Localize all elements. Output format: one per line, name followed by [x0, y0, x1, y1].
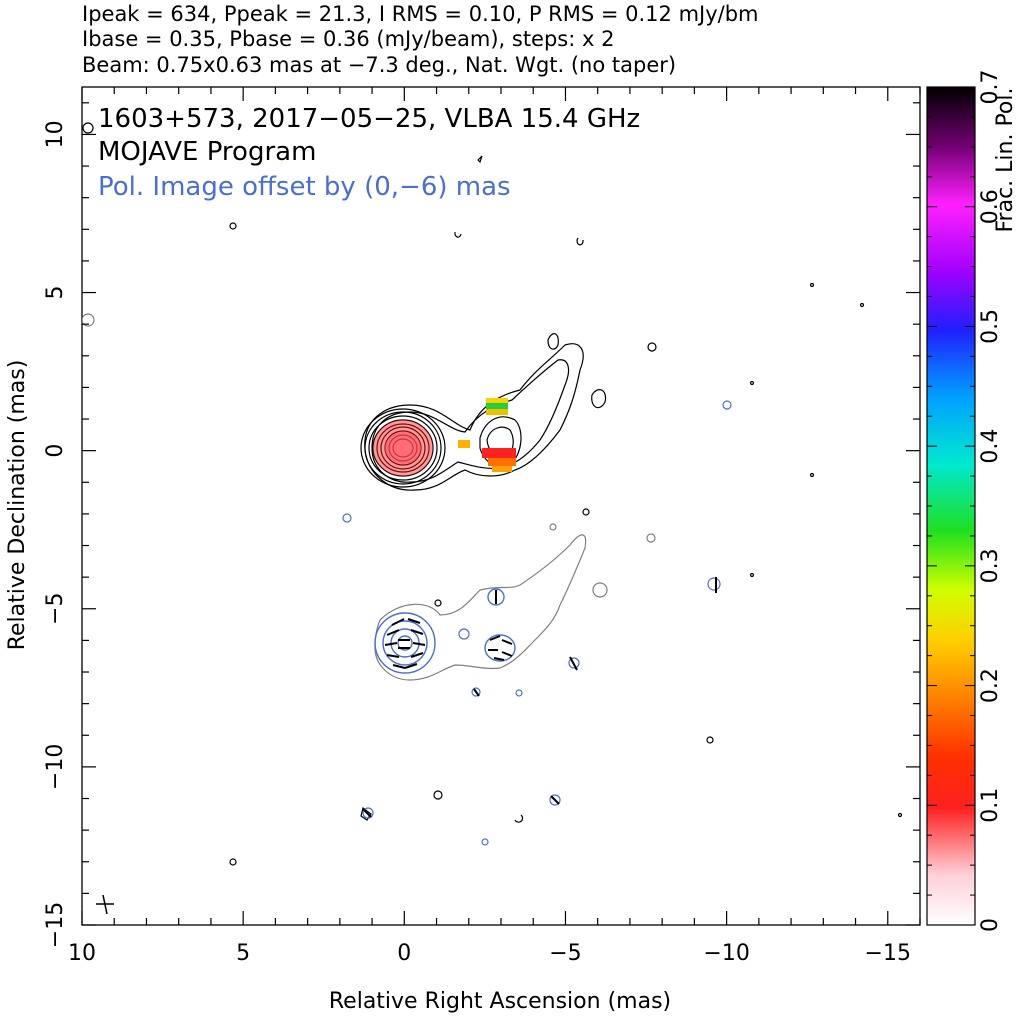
polarized-intensity-contours [82, 313, 732, 846]
evpa-vectors [362, 577, 717, 818]
header-line-1: Ipeak = 634, Ppeak = 21.3, I RMS = 0.10,… [82, 2, 759, 26]
colorbar-label: Frac. Lin. Pol. [993, 87, 1018, 232]
colorbar-tick-label: 0.3 [978, 548, 1003, 583]
x-tick-label: −10 [703, 941, 749, 966]
annotation-program: MOJAVE Program [98, 137, 316, 167]
y-tick-label: 5 [43, 286, 68, 300]
axes: 10 5 0 −5 −10 −15 −15 −10 −5 0 5 10 [43, 87, 921, 966]
fractional-polarization-map [373, 398, 516, 476]
header-line-3: Beam: 0.75x0.63 mas at −7.3 deg., Nat. W… [82, 53, 677, 77]
colorbar-tick-label: 0.1 [978, 788, 1003, 823]
colorbar [926, 86, 976, 926]
colorbar-tick-label: 0.2 [978, 668, 1003, 703]
y-tick-label: −5 [43, 593, 68, 625]
header-line-2: Ibase = 0.35, Pbase = 0.36 (mJy/beam), s… [82, 27, 615, 51]
x-tick-label: 5 [236, 941, 250, 966]
y-tick-label: −10 [43, 744, 68, 790]
y-tick-label: 0 [43, 444, 68, 458]
stokes-i-contours [82, 122, 903, 866]
annotation-pol-offset: Pol. Image offset by (0,−6) mas [98, 172, 511, 202]
colorbar-tick-label: 0.6 [978, 189, 1003, 224]
x-axis-label: Relative Right Ascension (mas) [329, 989, 671, 1014]
x-tick-label: −15 [865, 941, 911, 966]
x-tick-label: −5 [549, 941, 581, 966]
colorbar-tick-label: 0.4 [978, 429, 1003, 464]
plot-frame [81, 86, 921, 926]
colorbar-ticks: 0 0.1 0.2 0.3 0.4 0.5 0.6 0.7 [927, 70, 1003, 932]
y-tick-label: −15 [43, 902, 68, 948]
annotation-source: 1603+573, 2017−05−25, VLBA 15.4 GHz [98, 104, 640, 134]
x-tick-label: 0 [397, 941, 411, 966]
colorbar-tick-label: 0 [978, 918, 1003, 932]
colorbar-tick-label: 0.5 [978, 309, 1003, 344]
y-axis-label: Relative Declination (mas) [5, 360, 30, 651]
colorbar-tick-label: 0.7 [978, 70, 1003, 105]
y-tick-label: 10 [43, 120, 68, 148]
x-tick-label: 10 [68, 941, 96, 966]
beam-marker [96, 894, 114, 915]
